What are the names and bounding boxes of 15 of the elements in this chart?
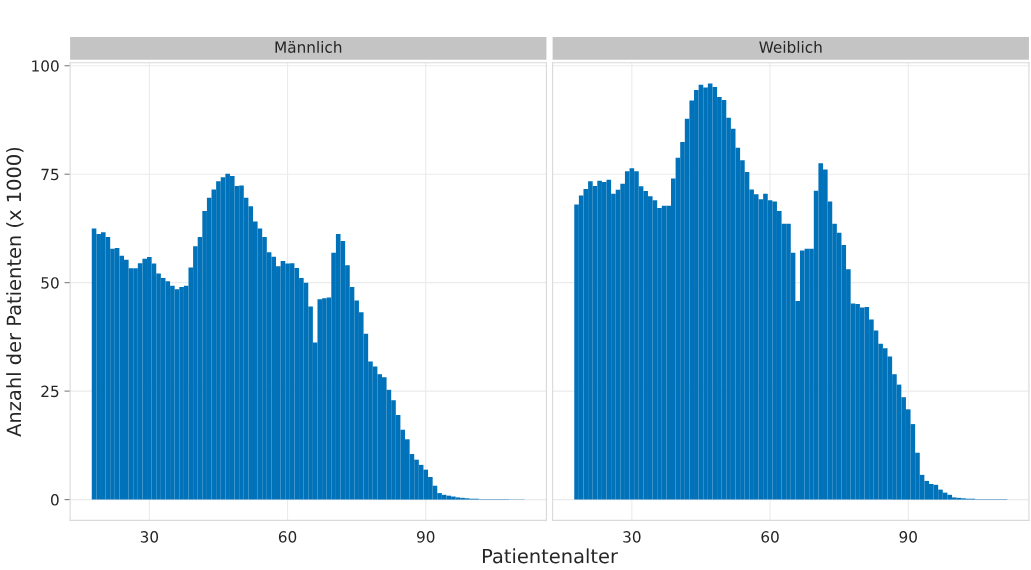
x-tick-label: 90 bbox=[899, 531, 917, 543]
x-tick-label: 90 bbox=[416, 531, 435, 543]
y-tick-label: 0 bbox=[50, 494, 59, 506]
y-tick-label: 75 bbox=[41, 168, 59, 181]
y-tick-label: 100 bbox=[32, 60, 59, 72]
x-tick-label: 30 bbox=[623, 531, 641, 543]
chart-title: Weiblich bbox=[759, 41, 822, 53]
x-tick-label: 30 bbox=[140, 531, 159, 543]
x-tick-label: 60 bbox=[761, 531, 779, 543]
x-axis-title: Patientenalter bbox=[482, 548, 618, 564]
y-axis-title: Anzahl der Patienten (x 1000) bbox=[6, 147, 24, 437]
chart-title: Männlich bbox=[275, 41, 342, 53]
y-tick-label: 50 bbox=[41, 277, 59, 289]
x-tick-label: 60 bbox=[278, 531, 297, 543]
y-tick-label: 25 bbox=[41, 385, 59, 398]
